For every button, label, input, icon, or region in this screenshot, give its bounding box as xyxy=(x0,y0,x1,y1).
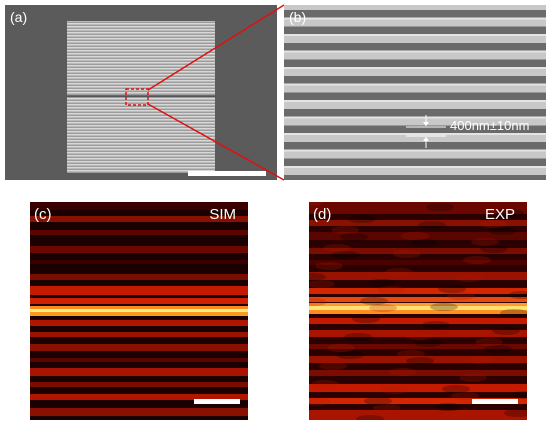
panel-c-heatmap xyxy=(30,202,248,416)
intensity-band xyxy=(309,306,527,310)
intensity-band xyxy=(309,288,527,294)
intensity-band xyxy=(309,356,527,363)
panel-c: (c) SIM xyxy=(30,202,248,420)
intensity-band xyxy=(309,398,527,404)
intensity-band xyxy=(309,248,527,254)
grating-pattern xyxy=(67,21,215,173)
intensity-band xyxy=(309,318,527,324)
intensity-band xyxy=(30,230,248,235)
panel-d-scale-bar xyxy=(472,399,518,404)
panel-a-label: (a) xyxy=(10,9,28,25)
intensity-band xyxy=(30,382,248,387)
grating-line xyxy=(284,67,546,76)
grating-line xyxy=(284,133,546,142)
grating-line xyxy=(284,50,546,60)
panel-c-label: (c) xyxy=(34,206,52,223)
panel-a: (a) xyxy=(5,5,277,180)
linewidth-marker xyxy=(406,115,446,148)
intensity-band xyxy=(309,202,527,214)
intensity-band xyxy=(30,260,248,264)
intensity-band xyxy=(30,320,248,326)
intensity-band xyxy=(309,410,527,420)
intensity-band xyxy=(30,216,248,222)
intensity-band xyxy=(309,303,527,307)
intensity-band xyxy=(30,332,248,337)
grating-line xyxy=(284,166,546,175)
intensity-band xyxy=(30,298,248,304)
intensity-band xyxy=(30,246,248,253)
zoom-region-box xyxy=(125,88,149,106)
intensity-band xyxy=(309,344,527,349)
intensity-band xyxy=(309,297,527,302)
intensity-band xyxy=(30,306,248,310)
panel-d-tag: EXP xyxy=(484,206,515,223)
grating-line xyxy=(284,100,546,109)
panel-b-image xyxy=(284,5,546,175)
panel-d-label: (d) xyxy=(313,206,332,223)
panel-a-image xyxy=(67,21,215,173)
intensity-band xyxy=(30,274,248,280)
intensity-band xyxy=(30,394,248,400)
panel-c-scale-bar xyxy=(194,399,240,404)
panel-d: (d) EXP xyxy=(309,202,527,420)
grating-line xyxy=(284,34,546,43)
intensity-band xyxy=(30,286,248,295)
intensity-band xyxy=(30,312,248,316)
panel-c-tag: SIM xyxy=(209,206,236,223)
intensity-band xyxy=(309,220,527,226)
intensity-band xyxy=(309,310,527,314)
intensity-band xyxy=(30,344,248,351)
intensity-band xyxy=(309,232,527,240)
panel-b: (b) 400nm±10nm xyxy=(284,5,546,180)
intensity-band xyxy=(30,368,248,376)
linewidth-annotation: 400nm±10nm xyxy=(450,118,530,133)
intensity-band xyxy=(30,309,248,312)
intensity-band xyxy=(30,202,248,210)
panel-a-scale-bar xyxy=(188,171,266,176)
intensity-band xyxy=(309,272,527,280)
grating-line xyxy=(284,116,546,126)
grating-line xyxy=(284,17,546,27)
intensity-band xyxy=(309,330,527,337)
panel-d-heatmap xyxy=(309,202,527,420)
panel-b-label: (b) xyxy=(289,9,307,25)
grating-line xyxy=(284,149,546,159)
grating-line xyxy=(284,83,546,93)
intensity-band xyxy=(30,408,248,416)
grating-line xyxy=(284,5,546,10)
intensity-band xyxy=(30,358,248,362)
intensity-band xyxy=(309,370,527,376)
intensity-band xyxy=(309,384,527,392)
intensity-band xyxy=(309,260,527,265)
